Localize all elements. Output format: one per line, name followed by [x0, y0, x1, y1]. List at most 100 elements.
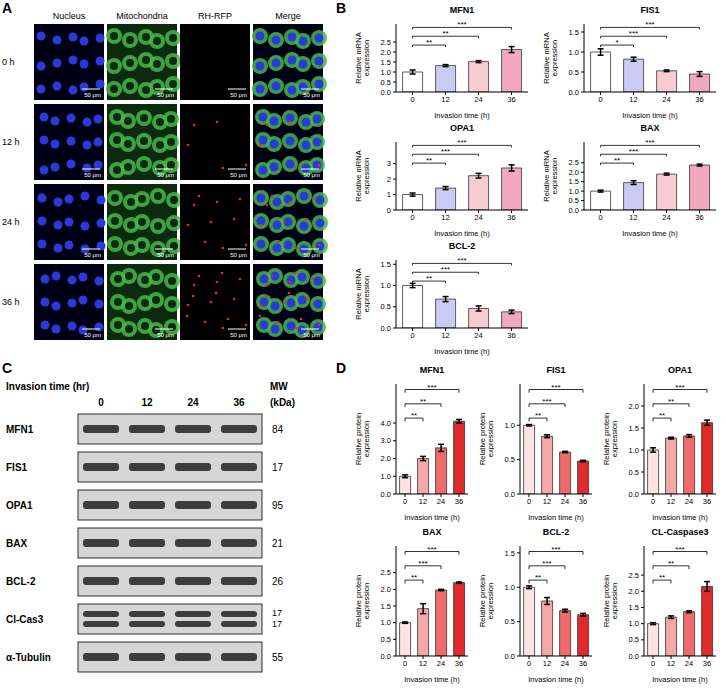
svg-text:***: *** [629, 147, 638, 156]
svg-text:36: 36 [233, 397, 245, 408]
svg-text:***: *** [551, 383, 560, 392]
svg-text:36: 36 [695, 95, 703, 104]
svg-text:Invasion time (h): Invasion time (h) [622, 229, 678, 238]
svg-text:Invasion time (h): Invasion time (h) [622, 111, 678, 120]
svg-text:**: ** [426, 274, 432, 283]
svg-text:0: 0 [598, 213, 602, 222]
svg-text:***: *** [542, 397, 551, 406]
svg-text:2.5: 2.5 [629, 571, 639, 580]
svg-text:36: 36 [579, 659, 587, 668]
svg-text:24: 24 [474, 213, 482, 222]
svg-text:0.0: 0.0 [381, 652, 391, 661]
svg-text:95: 95 [272, 500, 284, 511]
svg-text:BAX: BAX [6, 538, 27, 549]
svg-text:0.5: 0.5 [569, 68, 579, 77]
svg-text:**: ** [420, 397, 426, 406]
svg-text:21: 21 [272, 538, 284, 549]
svg-text:**: ** [668, 397, 674, 406]
svg-text:36: 36 [507, 331, 515, 340]
svg-text:***: *** [418, 559, 427, 568]
svg-text:0: 0 [651, 497, 655, 506]
svg-text:50 μm: 50 μm [84, 92, 101, 98]
svg-text:Invasion time (h): Invasion time (h) [652, 513, 708, 522]
svg-text:1.5: 1.5 [381, 602, 391, 611]
svg-text:17: 17 [272, 462, 284, 473]
svg-text:36: 36 [695, 213, 703, 222]
svg-text:1.0: 1.0 [629, 446, 639, 455]
svg-text:84: 84 [272, 424, 284, 435]
svg-text:2.0: 2.0 [381, 454, 391, 463]
svg-text:0: 0 [403, 497, 407, 506]
svg-text:50 μm: 50 μm [230, 172, 247, 178]
svg-text:24: 24 [437, 659, 445, 668]
svg-text:**: ** [659, 573, 665, 582]
svg-text:RH-RFP: RH-RFP [198, 11, 232, 21]
svg-text:36: 36 [703, 497, 711, 506]
svg-text:1.5: 1.5 [569, 177, 579, 186]
svg-text:***: *** [457, 256, 466, 265]
svg-text:50 μm: 50 μm [157, 332, 174, 338]
svg-text:Relative proteinexpression: Relative proteinexpression [602, 413, 619, 465]
svg-text:***: *** [645, 20, 654, 29]
svg-text:0.0: 0.0 [569, 206, 579, 215]
svg-text:**: ** [668, 559, 674, 568]
svg-text:Relative proteinexpression: Relative proteinexpression [354, 575, 371, 627]
svg-text:Relative mRNAexpression: Relative mRNAexpression [542, 150, 559, 201]
svg-text:36: 36 [455, 497, 463, 506]
svg-text:0.5: 0.5 [381, 302, 391, 311]
svg-text:1.5: 1.5 [381, 58, 391, 67]
svg-text:24: 24 [474, 95, 482, 104]
svg-text:12: 12 [667, 497, 675, 506]
svg-text:24: 24 [474, 331, 482, 340]
svg-text:12 h: 12 h [2, 137, 20, 147]
svg-text:**: ** [614, 156, 620, 165]
svg-text:24 h: 24 h [2, 217, 20, 227]
svg-text:50 μm: 50 μm [84, 332, 101, 338]
svg-text:***: *** [675, 545, 684, 554]
svg-text:Invasion time (h): Invasion time (h) [434, 111, 490, 120]
svg-text:36: 36 [703, 659, 711, 668]
svg-text:***: *** [427, 383, 436, 392]
svg-text:50 μm: 50 μm [230, 252, 247, 258]
svg-text:50 μm: 50 μm [230, 92, 247, 98]
svg-text:1.0: 1.0 [381, 68, 391, 77]
svg-text:**: ** [426, 156, 432, 165]
svg-text:0: 0 [387, 206, 391, 215]
svg-text:50 μm: 50 μm [303, 92, 320, 98]
svg-text:1.0: 1.0 [381, 281, 391, 290]
svg-text:0.5: 0.5 [629, 468, 639, 477]
svg-text:Nucleus: Nucleus [53, 11, 86, 21]
svg-text:2.0: 2.0 [629, 402, 639, 411]
svg-text:24: 24 [685, 497, 693, 506]
svg-text:36 h: 36 h [2, 297, 20, 307]
svg-text:12: 12 [441, 213, 449, 222]
svg-text:1.0: 1.0 [381, 618, 391, 627]
svg-text:OPA1: OPA1 [6, 500, 33, 511]
svg-text:C: C [2, 360, 12, 376]
svg-text:Invasion time (h): Invasion time (h) [404, 513, 460, 522]
svg-text:26: 26 [272, 576, 284, 587]
svg-text:0.0: 0.0 [505, 490, 515, 499]
svg-text:1.0: 1.0 [569, 48, 579, 57]
svg-text:Merge: Merge [275, 11, 301, 21]
svg-text:50 μm: 50 μm [157, 172, 174, 178]
svg-text:1.0: 1.0 [505, 583, 515, 592]
svg-text:0.5: 0.5 [381, 635, 391, 644]
svg-text:36: 36 [507, 213, 515, 222]
svg-text:24: 24 [437, 497, 445, 506]
svg-text:50 μm: 50 μm [84, 172, 101, 178]
svg-text:***: *** [542, 559, 551, 568]
svg-text:0.0: 0.0 [505, 652, 515, 661]
svg-text:Invasion time (h): Invasion time (h) [434, 347, 490, 356]
svg-text:Cl-Cas3: Cl-Cas3 [6, 614, 44, 625]
svg-text:24: 24 [187, 397, 199, 408]
svg-text:1.0: 1.0 [629, 619, 639, 628]
svg-text:50 μm: 50 μm [157, 252, 174, 258]
svg-text:**: ** [411, 411, 417, 420]
svg-text:0.5: 0.5 [505, 617, 515, 626]
svg-text:1.5: 1.5 [569, 28, 579, 37]
svg-text:0.0: 0.0 [381, 490, 391, 499]
svg-text:**: ** [659, 411, 665, 420]
svg-text:0: 0 [98, 397, 104, 408]
svg-text:1: 1 [387, 190, 391, 199]
